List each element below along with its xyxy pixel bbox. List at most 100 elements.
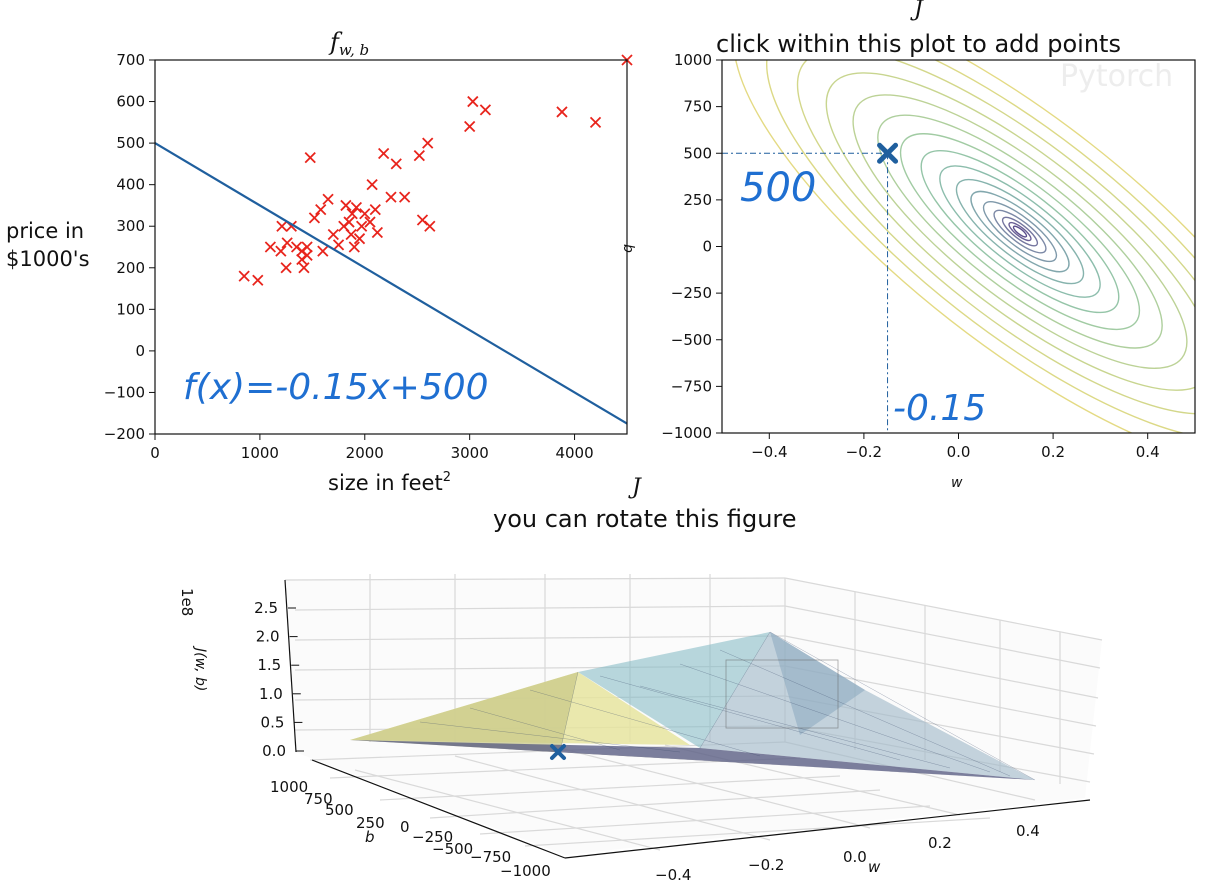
- data-point: [355, 220, 368, 232]
- contour-ytick-label: 500: [683, 144, 712, 162]
- data-point: [424, 220, 436, 232]
- scatter-ytick-label: 300: [116, 217, 145, 235]
- scatter-plot: fw, b 0 1000 2000 3000 400070060050040030020…: [6, 28, 633, 495]
- regression-line: [154, 142, 628, 425]
- scatter-ytick-label: −200: [104, 425, 145, 443]
- contour-ytick-label: 250: [683, 191, 712, 209]
- contour-xtick-label: 0.2: [1041, 443, 1065, 461]
- contour-line: [852, 94, 1188, 369]
- surface-wtick-label: 0.2: [928, 834, 952, 852]
- data-point: [378, 147, 390, 160]
- scatter-ylabel-line2: $1000's: [6, 247, 90, 271]
- surface-btick-label: 250: [356, 814, 385, 832]
- contour-xtick-label: −0.2: [846, 443, 882, 461]
- scatter-ytick-label: 0: [135, 342, 145, 360]
- contour-ytick-label: −750: [671, 377, 712, 395]
- data-point: [315, 203, 327, 216]
- contour-title: click within this plot to add points: [716, 30, 1121, 58]
- surface-wtick-label: 0.0: [843, 848, 867, 866]
- scatter-xlabel: size in feet2: [328, 470, 451, 495]
- surface-ztick-label: 1.5: [257, 656, 281, 674]
- data-point: [556, 106, 568, 118]
- equation-annotation: f(x)=-0.15x+500: [183, 367, 489, 408]
- contour-ytick-label: 750: [683, 98, 712, 116]
- data-point: [589, 116, 602, 128]
- scatter-xtick-label: 2000: [346, 444, 384, 462]
- contour-line: [766, 60, 1195, 433]
- contour-line: [939, 165, 1101, 298]
- data-point: [467, 95, 479, 108]
- data-point: [345, 228, 357, 241]
- data-point: [366, 179, 378, 191]
- data-point: [398, 191, 411, 203]
- surface-btick-label: 0: [400, 818, 410, 836]
- contour-ytick-label: 0: [702, 238, 712, 256]
- surface-w-label: w: [868, 858, 881, 876]
- data-point: [276, 220, 288, 232]
- surface-z-scale: 1e8: [178, 588, 196, 616]
- data-point: [359, 208, 371, 220]
- contour-line: [970, 190, 1070, 273]
- data-point: [353, 233, 366, 245]
- data-point: [413, 149, 425, 162]
- data-point: [252, 274, 264, 286]
- surface-mesh: [350, 631, 1036, 781]
- surface-zlabel: J(w, b): [192, 645, 208, 691]
- surface-btick-label: 750: [304, 790, 333, 808]
- surface-wtick-label: −0.2: [748, 856, 784, 874]
- data-point: [385, 191, 397, 203]
- surface-btick-label: −500: [432, 840, 473, 858]
- contour-xlabel: w: [951, 475, 963, 491]
- scatter-ytick-label: 200: [116, 259, 145, 277]
- surface-wtick-label: −0.4: [655, 866, 691, 884]
- data-point: [390, 158, 402, 170]
- scatter-ylabel-line1: price in: [6, 219, 84, 243]
- scatter-ytick-label: 400: [116, 176, 145, 194]
- watermark: Pytorch: [1060, 59, 1173, 94]
- contour-line: [899, 133, 1141, 331]
- scatter-ytick-label: −100: [104, 383, 145, 401]
- surface-ztick-label: 0.0: [262, 742, 286, 760]
- contour-plot: J click within this plot to add points −…: [620, 0, 1196, 491]
- annotation-b-value: 500: [740, 165, 816, 211]
- data-point: [422, 137, 434, 149]
- contour-xtick-label: −0.4: [751, 443, 787, 461]
- data-point: [301, 241, 313, 253]
- data-point: [317, 245, 329, 257]
- scatter-ytick-label: 500: [116, 134, 145, 152]
- data-point: [281, 237, 293, 249]
- scatter-title: fw, b: [328, 28, 369, 59]
- surface-ztick-label: 0.5: [261, 713, 285, 731]
- surface-plot: J you can rotate this figure: [178, 475, 1103, 884]
- data-point: [371, 226, 384, 239]
- data-point: [308, 212, 321, 224]
- surface-b-label: b: [365, 828, 375, 846]
- scatter-ytick-label: 600: [116, 93, 145, 111]
- data-point: [369, 203, 381, 216]
- scatter-ytick-label: 100: [116, 300, 145, 318]
- data-point: [340, 199, 352, 212]
- scatter-ytick-label: 700: [116, 51, 145, 69]
- data-point: [364, 216, 376, 228]
- contour-line: [877, 114, 1163, 349]
- contour-ytick-label: −1000: [661, 424, 712, 442]
- contour-line: [993, 209, 1047, 254]
- surface-axes: [284, 579, 1091, 859]
- surface-title: you can rotate this figure: [493, 505, 797, 533]
- data-point: [301, 249, 313, 261]
- surface-title-j: J: [628, 475, 642, 500]
- contour-ytick-label: −500: [671, 331, 712, 349]
- data-point: [264, 241, 277, 253]
- surface-ztick-label: 2.0: [256, 628, 280, 646]
- surface-btick-label: −750: [470, 848, 511, 866]
- contour-ytick-label: −250: [671, 284, 712, 302]
- scatter-xtick-label: 4000: [555, 444, 593, 462]
- data-point: [298, 262, 310, 274]
- scatter-xtick-label: 1000: [241, 444, 279, 462]
- data-point: [322, 193, 334, 205]
- contour-line: [733, 60, 1195, 433]
- data-point: [346, 208, 358, 220]
- data-point: [343, 216, 355, 228]
- data-point: [332, 239, 345, 251]
